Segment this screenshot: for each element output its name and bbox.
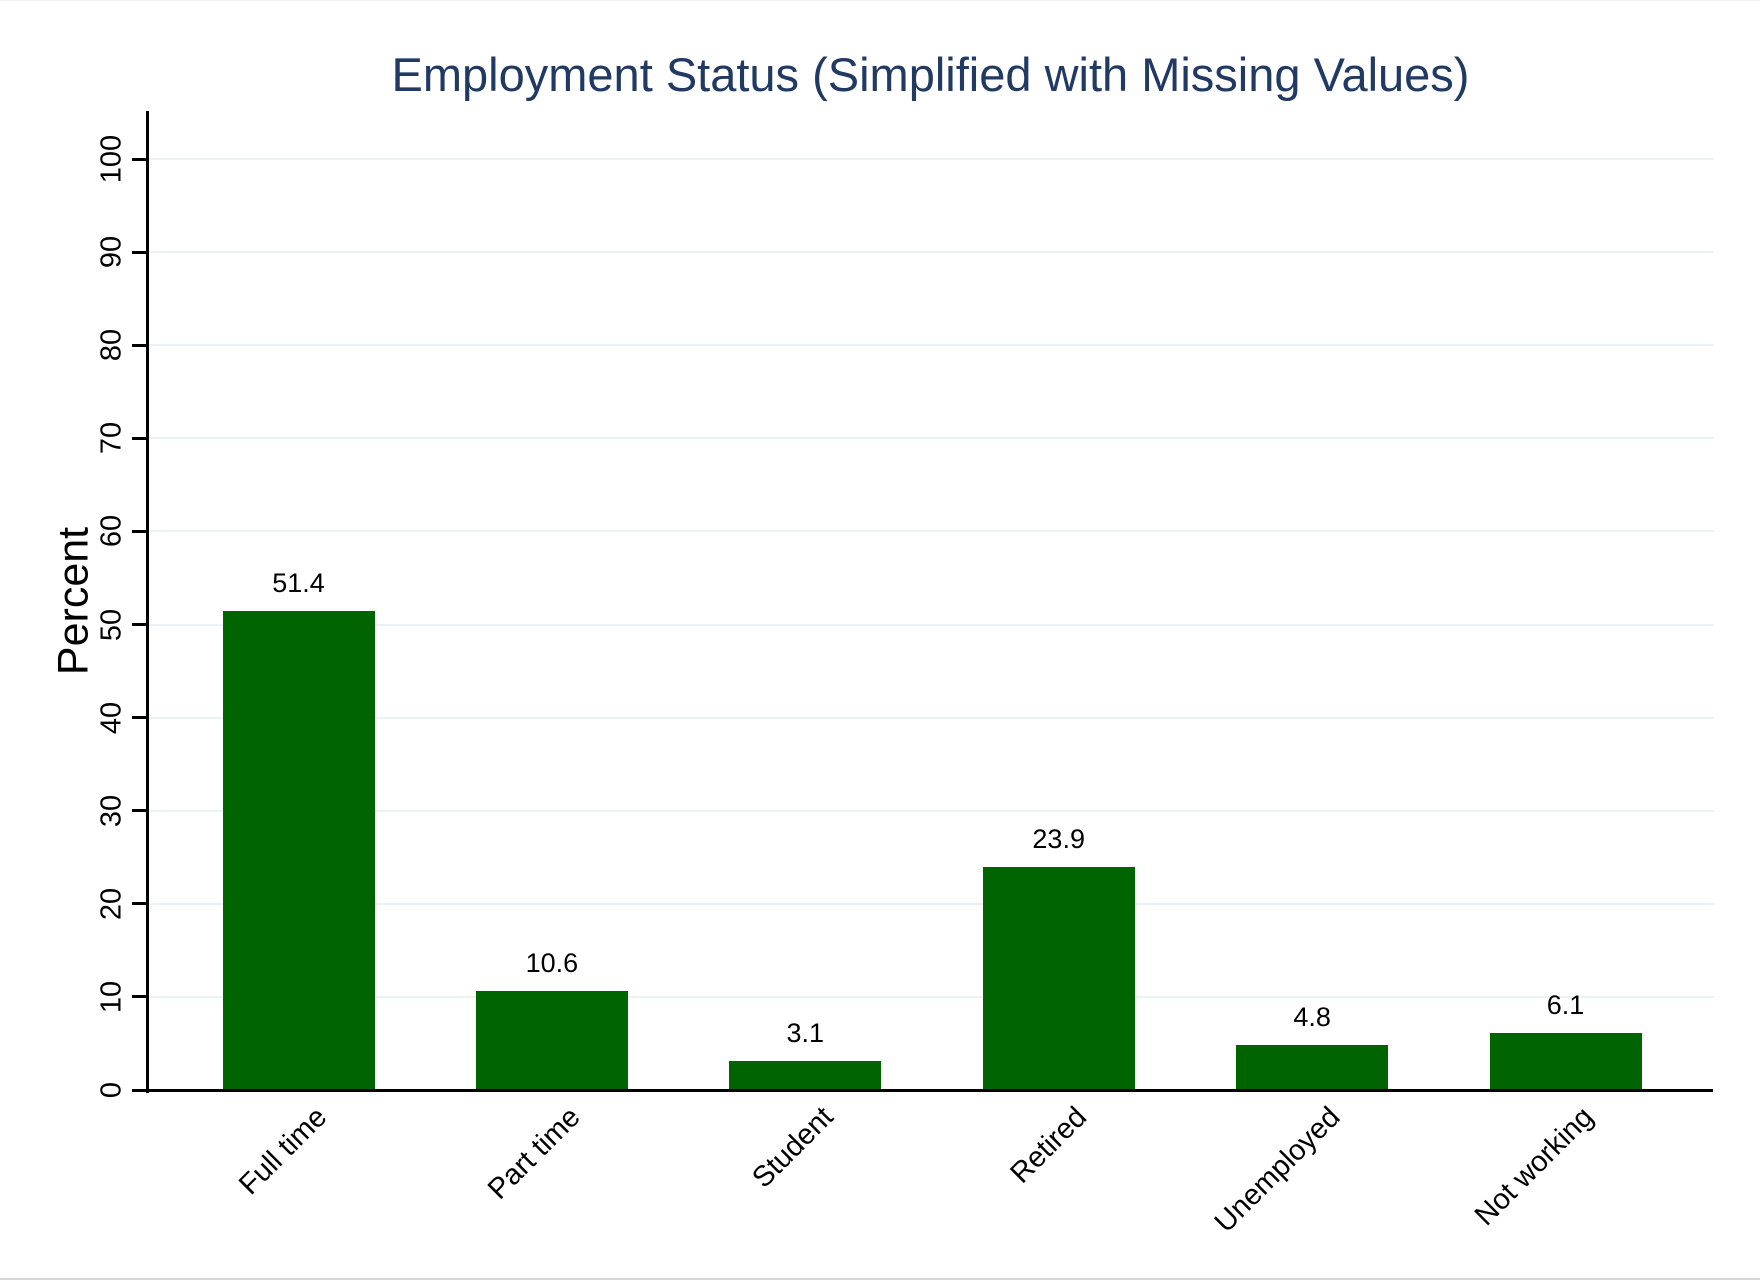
y-tick-mark-40 — [132, 716, 146, 720]
y-axis-title: Percent — [49, 526, 98, 676]
bar-value-label-5: 6.1 — [1546, 990, 1585, 1021]
y-tick-label-40: 40 — [95, 701, 128, 734]
y-tick-mark-30 — [132, 809, 146, 813]
x-tick-label-not-working: Not working — [1469, 1101, 1601, 1232]
y-tick-mark-50 — [132, 623, 146, 626]
y-tick-label-0: 0 — [95, 1081, 128, 1099]
bar-full-time — [222, 611, 375, 1090]
gridline-100 — [149, 158, 1714, 160]
y-tick-mark-80 — [132, 343, 146, 347]
gridline-60 — [149, 530, 1714, 533]
y-tick-label-60: 60 — [95, 515, 128, 548]
y-axis-line — [146, 111, 149, 1093]
gridline-40 — [149, 716, 1714, 719]
y-tick-label-100: 100 — [95, 134, 128, 184]
bar-value-label-1: 10.6 — [525, 948, 579, 979]
gridline-80 — [149, 344, 1714, 347]
bar-not-working — [1489, 1033, 1642, 1090]
y-tick-mark-10 — [132, 995, 146, 999]
y-tick-mark-90 — [132, 250, 146, 254]
x-tick-label-part-time: Part time — [481, 1101, 587, 1206]
bar-retired — [982, 867, 1135, 1090]
y-tick-label-50: 50 — [95, 608, 128, 641]
bar-unemployed — [1236, 1045, 1389, 1090]
gridline-70 — [149, 437, 1714, 440]
y-tick-label-90: 90 — [95, 235, 128, 269]
y-tick-label-80: 80 — [95, 329, 128, 362]
y-tick-label-70: 70 — [95, 422, 128, 455]
y-tick-label-10: 10 — [95, 980, 128, 1014]
bar-part-time — [475, 991, 628, 1090]
y-tick-label-30: 30 — [95, 794, 128, 827]
bar-value-label-0: 51.4 — [272, 568, 325, 599]
y-tick-label-20: 20 — [95, 887, 128, 920]
gridline-10 — [149, 995, 1714, 998]
x-axis-line — [146, 1089, 1713, 1092]
gridline-20 — [149, 902, 1714, 905]
chart-title: Employment Status (Simplified with Missi… — [391, 48, 1470, 101]
x-tick-label-full-time: Full time — [233, 1101, 334, 1202]
y-tick-mark-60 — [132, 529, 146, 533]
gridline-50 — [149, 623, 1714, 626]
x-tick-label-unemployed: Unemployed — [1208, 1101, 1347, 1239]
y-tick-mark-70 — [132, 436, 146, 440]
x-tick-label-student: Student — [746, 1101, 840, 1195]
bar-value-label-4: 4.8 — [1293, 1002, 1331, 1033]
gridline-30 — [149, 809, 1714, 812]
bar-value-label-3: 23.9 — [1032, 824, 1085, 855]
bar-value-label-2: 3.1 — [786, 1018, 825, 1049]
bar-student — [729, 1061, 882, 1090]
y-tick-mark-100 — [132, 157, 146, 161]
x-tick-label-retired: Retired — [1004, 1101, 1094, 1190]
gridline-90 — [149, 251, 1714, 254]
y-tick-mark-20 — [132, 902, 146, 906]
y-tick-mark-0 — [132, 1088, 146, 1092]
